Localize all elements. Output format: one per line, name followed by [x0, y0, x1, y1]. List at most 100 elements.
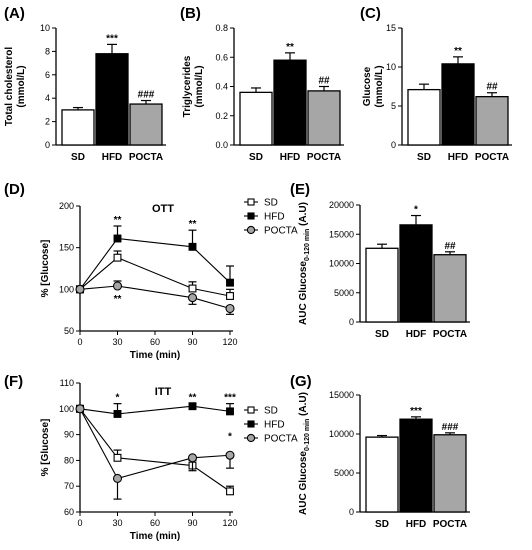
panel-d-point-hfd-30	[113, 234, 122, 243]
panel-a-cat-hfd: HFD	[102, 152, 123, 163]
panel-d-annotation-1: **	[114, 215, 122, 226]
panel-c-cat-pocta: POCTA	[475, 152, 509, 163]
panel-a-cat-sd: SD	[71, 152, 85, 163]
panel-g-cat-sd: SD	[375, 519, 389, 530]
panel-d-legend-marker-hfd	[247, 212, 255, 220]
panel-d-annotation-2: **	[114, 294, 122, 305]
panel-d-ylabel: % [Glucose]	[40, 240, 51, 298]
panel-f-line-hfd	[79, 405, 231, 415]
panel-b-cat-hfd: HFD	[280, 152, 301, 163]
panel-f-point-pocta-90	[187, 453, 198, 463]
panel-g-ylabel: AUC Glucose0-120 min (A.U)	[298, 392, 311, 515]
panel-f-line-pocta	[79, 408, 231, 480]
panel-f-ytick-label: 70	[64, 481, 74, 491]
panel-f-point-pocta-120	[225, 450, 235, 460]
panel-f-xtick-label: 0	[77, 518, 82, 528]
panel-d-xtick-label: 30	[112, 337, 122, 347]
panel-d-point-sd-30	[113, 253, 122, 262]
panel-d-point-hfd-120	[226, 278, 234, 287]
panel-a-ytick-label: 2	[45, 117, 50, 127]
panel-a-ylabel-line-1: Total cholesterol	[4, 47, 15, 126]
panel-b-label: (B)	[180, 5, 201, 22]
panel-d-ytick-label: 150	[59, 243, 74, 253]
panel-d-ytick-label: 100	[59, 284, 74, 294]
panel-d-ytick-label: 50	[64, 326, 74, 336]
panel-d-legend-label-pocta: POCTA	[264, 226, 298, 237]
panel-e-ytick-label: 15000	[329, 229, 354, 239]
panel-f-xtick-label: 120	[222, 518, 237, 528]
panel-b-cat-sd: SD	[249, 152, 263, 163]
panel-d-point-pocta-90	[187, 293, 198, 303]
panel-f-xtick-label: 90	[187, 518, 197, 528]
panel-a-bar-hfd	[95, 53, 129, 146]
panel-e-ylabel: AUC Glucose0-120 min (A.U)	[298, 202, 311, 325]
panel-f-xtick-label: 30	[112, 518, 122, 528]
panel-d-point-sd-90	[188, 284, 197, 293]
panel-c-ytick-label: 15	[386, 23, 396, 33]
panel-a-cat-pocta: POCTA	[129, 152, 163, 163]
panel-c-ytick-label: 5	[391, 101, 396, 111]
panel-b-ytick-label: 0.4	[215, 82, 228, 92]
panel-f-ytick-label: 60	[64, 507, 74, 517]
panel-d-line-sd	[79, 257, 231, 297]
panel-f-ytick-label: 80	[64, 455, 74, 465]
panel-g-ytick-label: 5000	[334, 468, 354, 478]
panel-d-label: (D)	[4, 181, 25, 198]
panel-c-ylabel-line-2: (mmol/L)	[374, 65, 385, 107]
panel-d-xtick-label: 60	[150, 337, 160, 347]
panel-e-cat-pocta: POCTA	[433, 329, 467, 340]
panel-f-point-pocta-30	[112, 473, 123, 484]
panel-f: (F) ITT 60 70 80 90 100 110 0 30 60 90 120 Time (min)…	[4, 373, 298, 542]
panel-c: (C) 0 5 10 15 Glucose (mmol/L) SD ** HFD ## POCTA	[360, 5, 512, 163]
panel-g-sig-pocta: ###	[442, 422, 459, 433]
panel-g-ytick-label: 15000	[329, 390, 354, 400]
panel-f-ytick-label: 90	[64, 430, 74, 440]
panel-b-cat-pocta: POCTA	[307, 152, 341, 163]
panel-f-annotation-1: *	[116, 393, 120, 404]
panel-b-bar-pocta	[307, 90, 341, 146]
panel-a-ytick-label: 0	[45, 140, 50, 150]
panel-b-ylabel-line-1: Triglycerides	[182, 55, 193, 117]
panel-f-legend-marker-pocta	[246, 433, 256, 443]
panel-a-ylabel-line-2: (mmol/L)	[16, 65, 27, 107]
panel-f-title: ITT	[155, 386, 172, 398]
panel-a-ytick-label: 8	[45, 46, 50, 56]
panel-e: (E) 0 5000 10000 15000 20000 AUC Glucose0-120 …	[290, 181, 470, 340]
panel-d-title: OTT	[152, 203, 174, 215]
panel-b-ylabel-line-2: (mmol/L)	[194, 65, 205, 107]
panel-g-ytick-label: 10000	[329, 429, 354, 439]
panel-a-ytick-label: 4	[45, 93, 50, 103]
panel-b-ytick-label: 0.6	[215, 52, 228, 62]
panel-d-xtick-label: 90	[187, 337, 197, 347]
panel-a-bar-sd	[61, 109, 95, 146]
panel-d-legend-marker-sd	[247, 198, 255, 206]
panel-e-bar-hdf	[399, 224, 433, 323]
panel-g: (G) 0 5000 10000 15000 AUC Glucose0-120 min (…	[290, 373, 470, 530]
panel-d-ytick-label: 200	[59, 201, 74, 211]
panel-c-sig-hfd: **	[454, 46, 462, 57]
panel-a-ytick-label: 6	[45, 70, 50, 80]
panel-a-label: (A)	[4, 5, 25, 22]
panel-d: (D) OTT 50 100 150 200 0 30 60 90 120 Time (min) % […	[4, 181, 298, 361]
panel-g-sig-hfd: ***	[410, 406, 422, 417]
panel-d-xlabel: Time (min)	[130, 350, 180, 361]
panel-f-point-pocta-0	[75, 404, 85, 414]
panel-b: (B) 0.0 0.2 0.4 0.6 0.8 Triglycerides (mmol/L) S…	[180, 5, 344, 163]
panel-b-sig-hfd: **	[286, 42, 294, 53]
panel-e-ytick-label: 20000	[329, 200, 354, 210]
panel-f-point-hfd-30	[113, 410, 122, 418]
panel-b-ytick-label: 0.0	[215, 140, 228, 150]
panel-g-ytick-label: 0	[349, 507, 354, 517]
panel-e-ytick-label: 10000	[329, 259, 354, 269]
panel-b-sig-pocta: ##	[318, 76, 330, 87]
panel-f-point-hfd-120	[226, 407, 234, 416]
panel-d-point-pocta-30	[112, 281, 123, 291]
panel-f-annotation-2: **	[189, 393, 197, 404]
panel-a-ytick-label: 10	[40, 23, 50, 33]
panel-b-bar-hfd	[273, 59, 307, 146]
panel-d-line-pocta	[79, 285, 231, 310]
panel-c-ytick-label: 0	[391, 140, 396, 150]
panel-d-xtick-label: 0	[77, 337, 82, 347]
panel-d-point-sd-120	[226, 292, 234, 300]
